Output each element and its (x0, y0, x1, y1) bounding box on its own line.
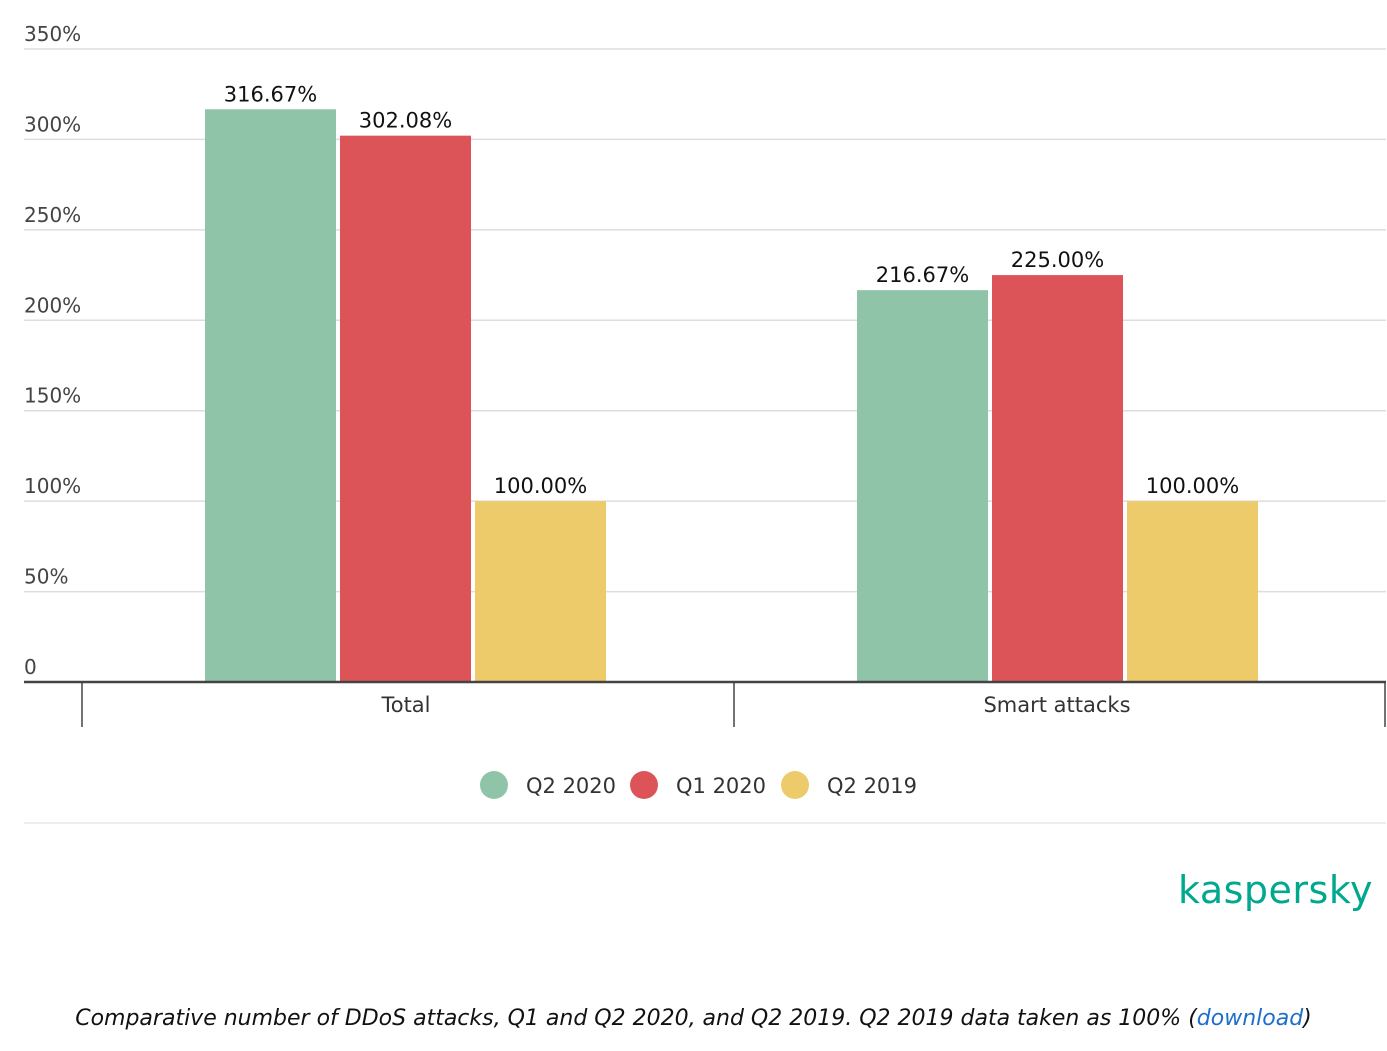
bar (857, 290, 988, 682)
bar-chart: 0 50% 100% 150% 200% 250% 300% 350% 316.67% 302.… (24, 22, 1386, 824)
caption-close: ) (1303, 1006, 1312, 1031)
category-label: Total (380, 693, 430, 717)
category-label: Smart attacks (983, 693, 1130, 717)
data-label: 316.67% (224, 82, 317, 106)
y-tick-label: 250% (24, 203, 81, 227)
bar (992, 275, 1123, 682)
y-tick-label: 100% (24, 474, 81, 498)
legend-swatch (781, 771, 809, 799)
data-labels: 316.67% 302.08% 100.00% 216.67% 225.00% 100.0… (224, 82, 1239, 498)
y-tick-label: 350% (24, 22, 81, 46)
bar (340, 135, 471, 682)
bars (205, 109, 1258, 683)
legend-label: Q1 2020 (676, 774, 766, 798)
x-axis (24, 680, 1386, 727)
y-axis-tick-labels: 0 50% 100% 150% 200% 250% 300% 350% (24, 22, 81, 679)
legend: Q2 2020 Q1 2020 Q2 2019 (480, 771, 917, 799)
kaspersky-logo: kaspersky (1178, 868, 1373, 912)
y-tick-label: 0 (24, 655, 37, 679)
data-label: 302.08% (359, 109, 452, 133)
bar (205, 109, 336, 683)
caption-text: Comparative number of DDoS attacks, Q1 a… (75, 1006, 1197, 1031)
data-label: 100.00% (494, 474, 587, 498)
figure-caption: Comparative number of DDoS attacks, Q1 a… (0, 1006, 1387, 1031)
legend-swatch (630, 771, 658, 799)
data-label: 225.00% (1011, 248, 1104, 272)
legend-swatch (480, 771, 508, 799)
legend-label: Q2 2020 (526, 774, 616, 798)
legend-label: Q2 2019 (827, 774, 917, 798)
data-label: 100.00% (1146, 474, 1239, 498)
bar (1127, 501, 1258, 682)
y-tick-label: 200% (24, 293, 81, 317)
bar (475, 501, 606, 682)
y-tick-label: 150% (24, 384, 81, 408)
y-tick-label: 300% (24, 112, 81, 136)
y-tick-label: 50% (24, 565, 68, 589)
data-label: 216.67% (876, 263, 969, 287)
download-link[interactable]: download (1196, 1006, 1304, 1031)
x-axis-category-labels: Total Smart attacks (380, 693, 1130, 717)
